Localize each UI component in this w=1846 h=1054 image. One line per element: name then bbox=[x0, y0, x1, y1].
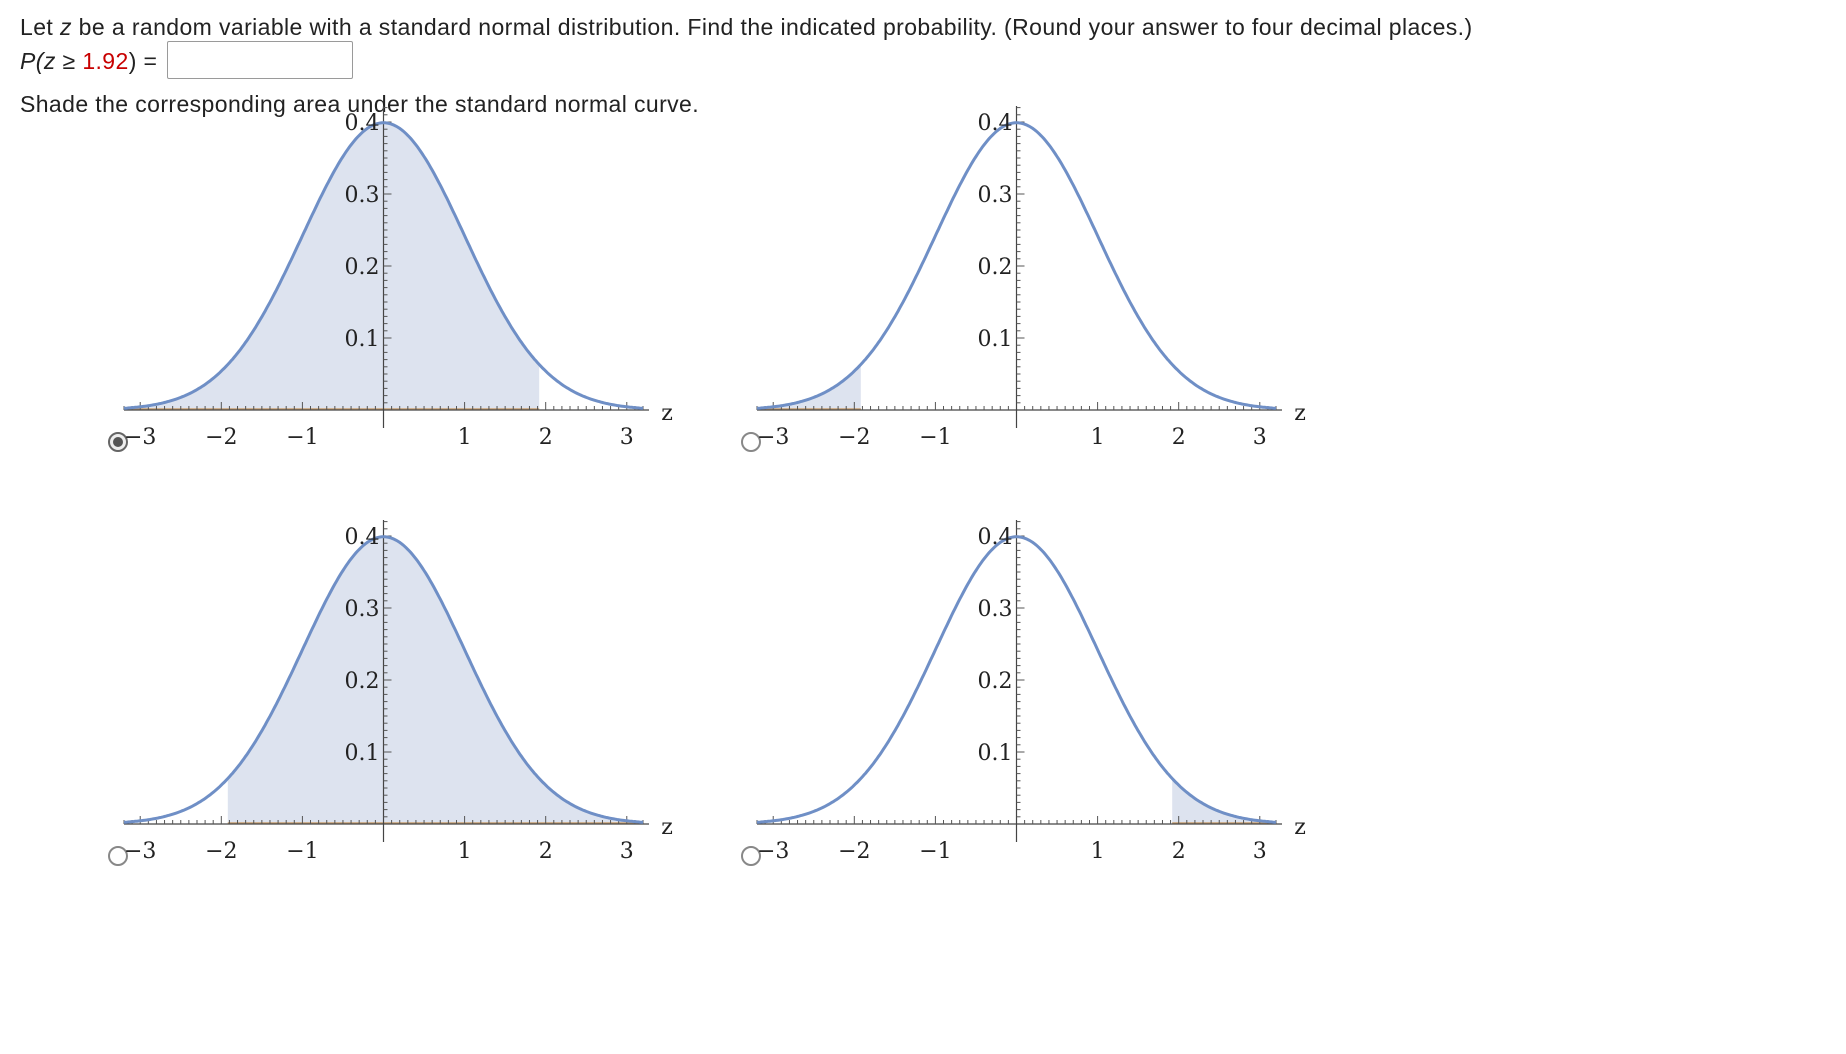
y-tick-label: 0.4 bbox=[978, 525, 1013, 550]
x-axis-label: z bbox=[661, 401, 673, 426]
x-tick-label: 3 bbox=[620, 839, 634, 864]
x-tick-label: 2 bbox=[1172, 425, 1186, 450]
normal-curve-chart-1: 0.1 0.2 0.3 0.4 −3 −2 −1 1 2 3 z bbox=[123, 106, 673, 450]
x-tick-label: 2 bbox=[1172, 839, 1186, 864]
x-tick-label: −2 bbox=[205, 839, 237, 864]
y-tick-label: 0.4 bbox=[345, 525, 380, 550]
prob-ge-symbol: ≥ bbox=[55, 48, 83, 74]
y-tick-label: 0.2 bbox=[345, 669, 380, 694]
option-plot-3: 0.1 0.2 0.3 0.4 −3 −2 −1 1 2 3 z bbox=[108, 520, 870, 964]
option-radio-3[interactable] bbox=[108, 846, 128, 866]
shaded-area bbox=[757, 364, 861, 410]
option-plot-2: 0.1 0.2 0.3 0.4 −3 −2 −1 1 2 3 z bbox=[741, 106, 1503, 550]
x-tick-label: 1 bbox=[1091, 425, 1105, 450]
y-tick-label: 0.3 bbox=[345, 183, 380, 208]
option-plot-4: 0.1 0.2 0.3 0.4 −3 −2 −1 1 2 3 z bbox=[741, 520, 1503, 964]
normal-curve bbox=[123, 535, 644, 824]
prob-variable: z bbox=[43, 48, 56, 74]
x-tick-label: 1 bbox=[1091, 839, 1105, 864]
x-tick-label: −3 bbox=[757, 425, 789, 450]
question-instruction: Let z be a random variable with a standa… bbox=[20, 12, 1473, 42]
x-tick-label: 1 bbox=[458, 839, 472, 864]
x-axis-label: z bbox=[1294, 401, 1306, 426]
answer-input[interactable] bbox=[167, 40, 354, 79]
x-tick-label: −3 bbox=[124, 839, 156, 864]
probability-expression: P(z ≥ 1.92) = bbox=[20, 40, 354, 79]
instruction-text-prefix: Let bbox=[20, 14, 60, 40]
y-tick-label: 0.4 bbox=[978, 111, 1013, 136]
x-tick-label: −1 bbox=[286, 425, 318, 450]
x-tick-label: −3 bbox=[757, 839, 789, 864]
shaded-area bbox=[227, 536, 644, 824]
x-tick-label: 3 bbox=[1253, 425, 1267, 450]
y-tick-label: 0.2 bbox=[345, 255, 380, 280]
y-tick-label: 0.1 bbox=[978, 327, 1013, 352]
normal-curve-chart-4: 0.1 0.2 0.3 0.4 −3 −2 −1 1 2 3 z bbox=[756, 520, 1306, 864]
x-tick-label: −2 bbox=[838, 425, 870, 450]
normal-curve-chart-2: 0.1 0.2 0.3 0.4 −3 −2 −1 1 2 3 z bbox=[756, 106, 1306, 450]
x-axis-label: z bbox=[661, 815, 673, 840]
normal-curve-chart-3: 0.1 0.2 0.3 0.4 −3 −2 −1 1 2 3 z bbox=[123, 520, 673, 864]
x-tick-label: −1 bbox=[919, 839, 951, 864]
shaded-area bbox=[1172, 778, 1276, 824]
y-tick-label: 0.3 bbox=[345, 597, 380, 622]
y-tick-label: 0.1 bbox=[345, 741, 380, 766]
prob-p-label: P( bbox=[20, 48, 44, 74]
option-radio-2[interactable] bbox=[741, 432, 761, 452]
y-tick-label: 0.3 bbox=[978, 597, 1013, 622]
y-tick-label: 0.4 bbox=[345, 111, 380, 136]
x-tick-label: −2 bbox=[838, 839, 870, 864]
normal-curve bbox=[123, 121, 644, 410]
instruction-variable: z bbox=[59, 14, 72, 40]
prob-value: 1.92 bbox=[82, 48, 129, 74]
y-tick-label: 0.1 bbox=[345, 327, 380, 352]
x-tick-label: −1 bbox=[919, 425, 951, 450]
x-axis-label: z bbox=[1294, 815, 1306, 840]
shaded-area bbox=[124, 122, 540, 411]
x-tick-label: 1 bbox=[458, 425, 472, 450]
x-tick-label: 3 bbox=[620, 425, 634, 450]
x-tick-label: 2 bbox=[539, 839, 553, 864]
y-tick-label: 0.2 bbox=[978, 669, 1013, 694]
y-tick-label: 0.1 bbox=[978, 741, 1013, 766]
normal-curve bbox=[756, 535, 1277, 824]
instruction-text-suffix: be a random variable with a standard nor… bbox=[71, 14, 1473, 40]
normal-curve bbox=[756, 121, 1277, 410]
x-tick-label: −2 bbox=[205, 425, 237, 450]
x-tick-label: −1 bbox=[286, 839, 318, 864]
x-tick-label: −3 bbox=[124, 425, 156, 450]
x-tick-label: 3 bbox=[1253, 839, 1267, 864]
option-radio-1[interactable] bbox=[108, 432, 128, 452]
option-plot-1: 0.1 0.2 0.3 0.4 −3 −2 −1 1 2 3 z bbox=[108, 106, 870, 550]
y-tick-label: 0.2 bbox=[978, 255, 1013, 280]
option-radio-4[interactable] bbox=[741, 846, 761, 866]
prob-equals: ) = bbox=[128, 48, 158, 74]
shade-instruction: Shade the corresponding area under the s… bbox=[20, 91, 700, 117]
x-tick-label: 2 bbox=[539, 425, 553, 450]
y-tick-label: 0.3 bbox=[978, 183, 1013, 208]
